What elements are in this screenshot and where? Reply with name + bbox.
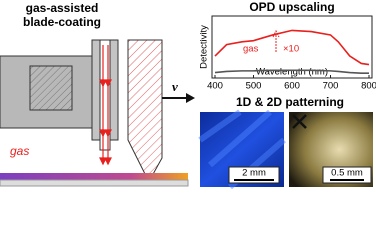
holder-inset <box>29 65 73 111</box>
gas-arrows <box>99 45 112 166</box>
film <box>0 173 188 180</box>
graphical-abstract: gas-assisted blade-coating v gas OPD ups… <box>0 0 376 190</box>
section-title: 1D & 2D patterning <box>236 95 344 109</box>
y-axis-title: Detectivity <box>199 25 210 69</box>
nozzle-channel <box>99 39 111 151</box>
substrate <box>0 179 189 187</box>
x-tick-label: 500 <box>246 81 262 92</box>
chart: OPD upscaling Detectivity Wavelength (nm… <box>199 0 376 91</box>
patterning: 1D & 2D patterning 2 mm 0.5 mm <box>198 95 373 190</box>
coating-diagram: gas-assisted blade-coating v gas <box>0 1 195 187</box>
annotation-arrow <box>272 29 280 52</box>
x-tick-label: 600 <box>284 81 300 92</box>
gas-label: gas <box>10 144 29 158</box>
x-tick-label: 700 <box>323 81 339 92</box>
velocity-label: v <box>172 79 178 94</box>
blade <box>127 39 163 177</box>
series-line <box>214 29 370 66</box>
arrow-head <box>186 93 195 103</box>
annotation: ×10 <box>283 44 299 55</box>
series-line <box>214 69 369 74</box>
scale-label: 2 mm <box>242 168 266 179</box>
cross-mark <box>292 114 307 129</box>
annotation: gas <box>243 44 259 55</box>
title-line: blade-coating <box>23 15 101 29</box>
title-line: gas-assisted <box>26 1 99 15</box>
chart-title: OPD upscaling <box>249 0 334 14</box>
x-tick-label: 800 <box>361 81 376 92</box>
x-tick-label: 400 <box>207 81 223 92</box>
scale-label: 0.5 mm <box>331 168 363 179</box>
x-axis-title: Wavelength (nm) <box>256 67 328 78</box>
